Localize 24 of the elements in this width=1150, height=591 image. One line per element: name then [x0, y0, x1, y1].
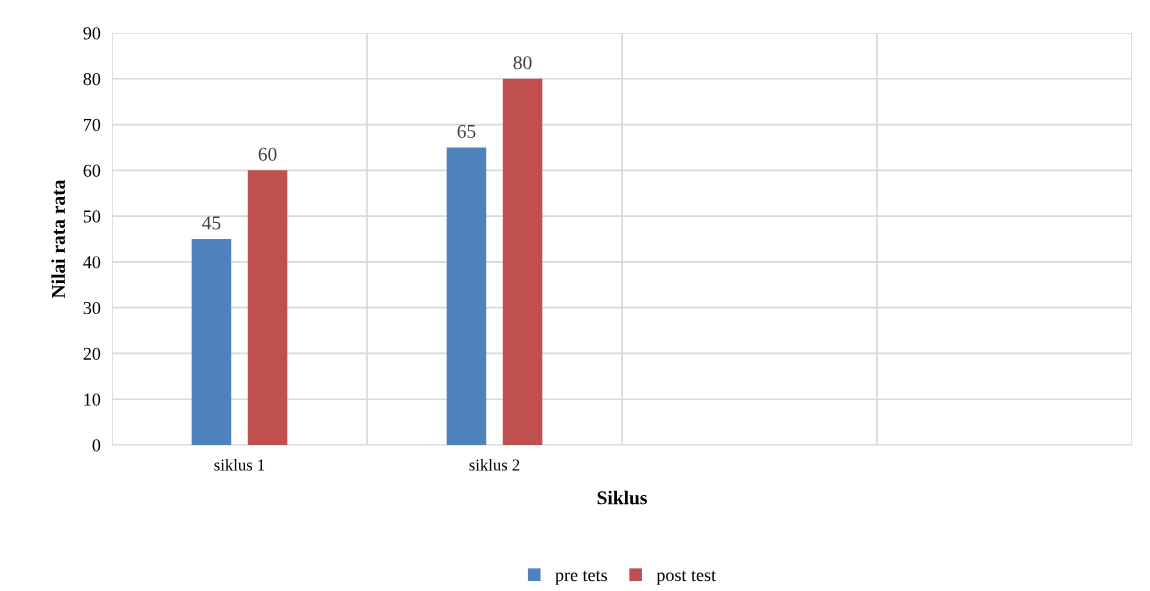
data-label: 65	[457, 124, 476, 138]
y-tick-label: 20	[83, 347, 101, 360]
y-tick-label: 90	[83, 27, 101, 40]
bar	[446, 147, 487, 445]
y-tick-label: 70	[84, 118, 101, 131]
data-label: 80	[513, 56, 532, 70]
y-axis-title: Nilai rata rata	[51, 179, 65, 299]
bar	[191, 239, 232, 445]
y-tick-label: 50	[83, 210, 101, 223]
y-tick-label: 60	[83, 164, 101, 177]
legend-label: post test	[656, 570, 716, 585]
y-tick-label: 30	[83, 301, 101, 315]
legend-label: pre tets	[555, 570, 607, 585]
x-axis-title: Siklus	[597, 490, 647, 505]
bar	[247, 170, 288, 445]
y-tick-label: 10	[84, 393, 101, 406]
x-tick-label: siklus 1	[214, 458, 265, 471]
x-tick-label: siklus 2	[469, 458, 520, 471]
data-label: 45	[202, 216, 221, 230]
bar	[502, 78, 543, 445]
y-tick-label: 40	[83, 256, 101, 269]
y-tick-label: 0	[92, 439, 101, 452]
data-label: 60	[258, 147, 277, 161]
y-tick-label: 80	[83, 73, 101, 86]
